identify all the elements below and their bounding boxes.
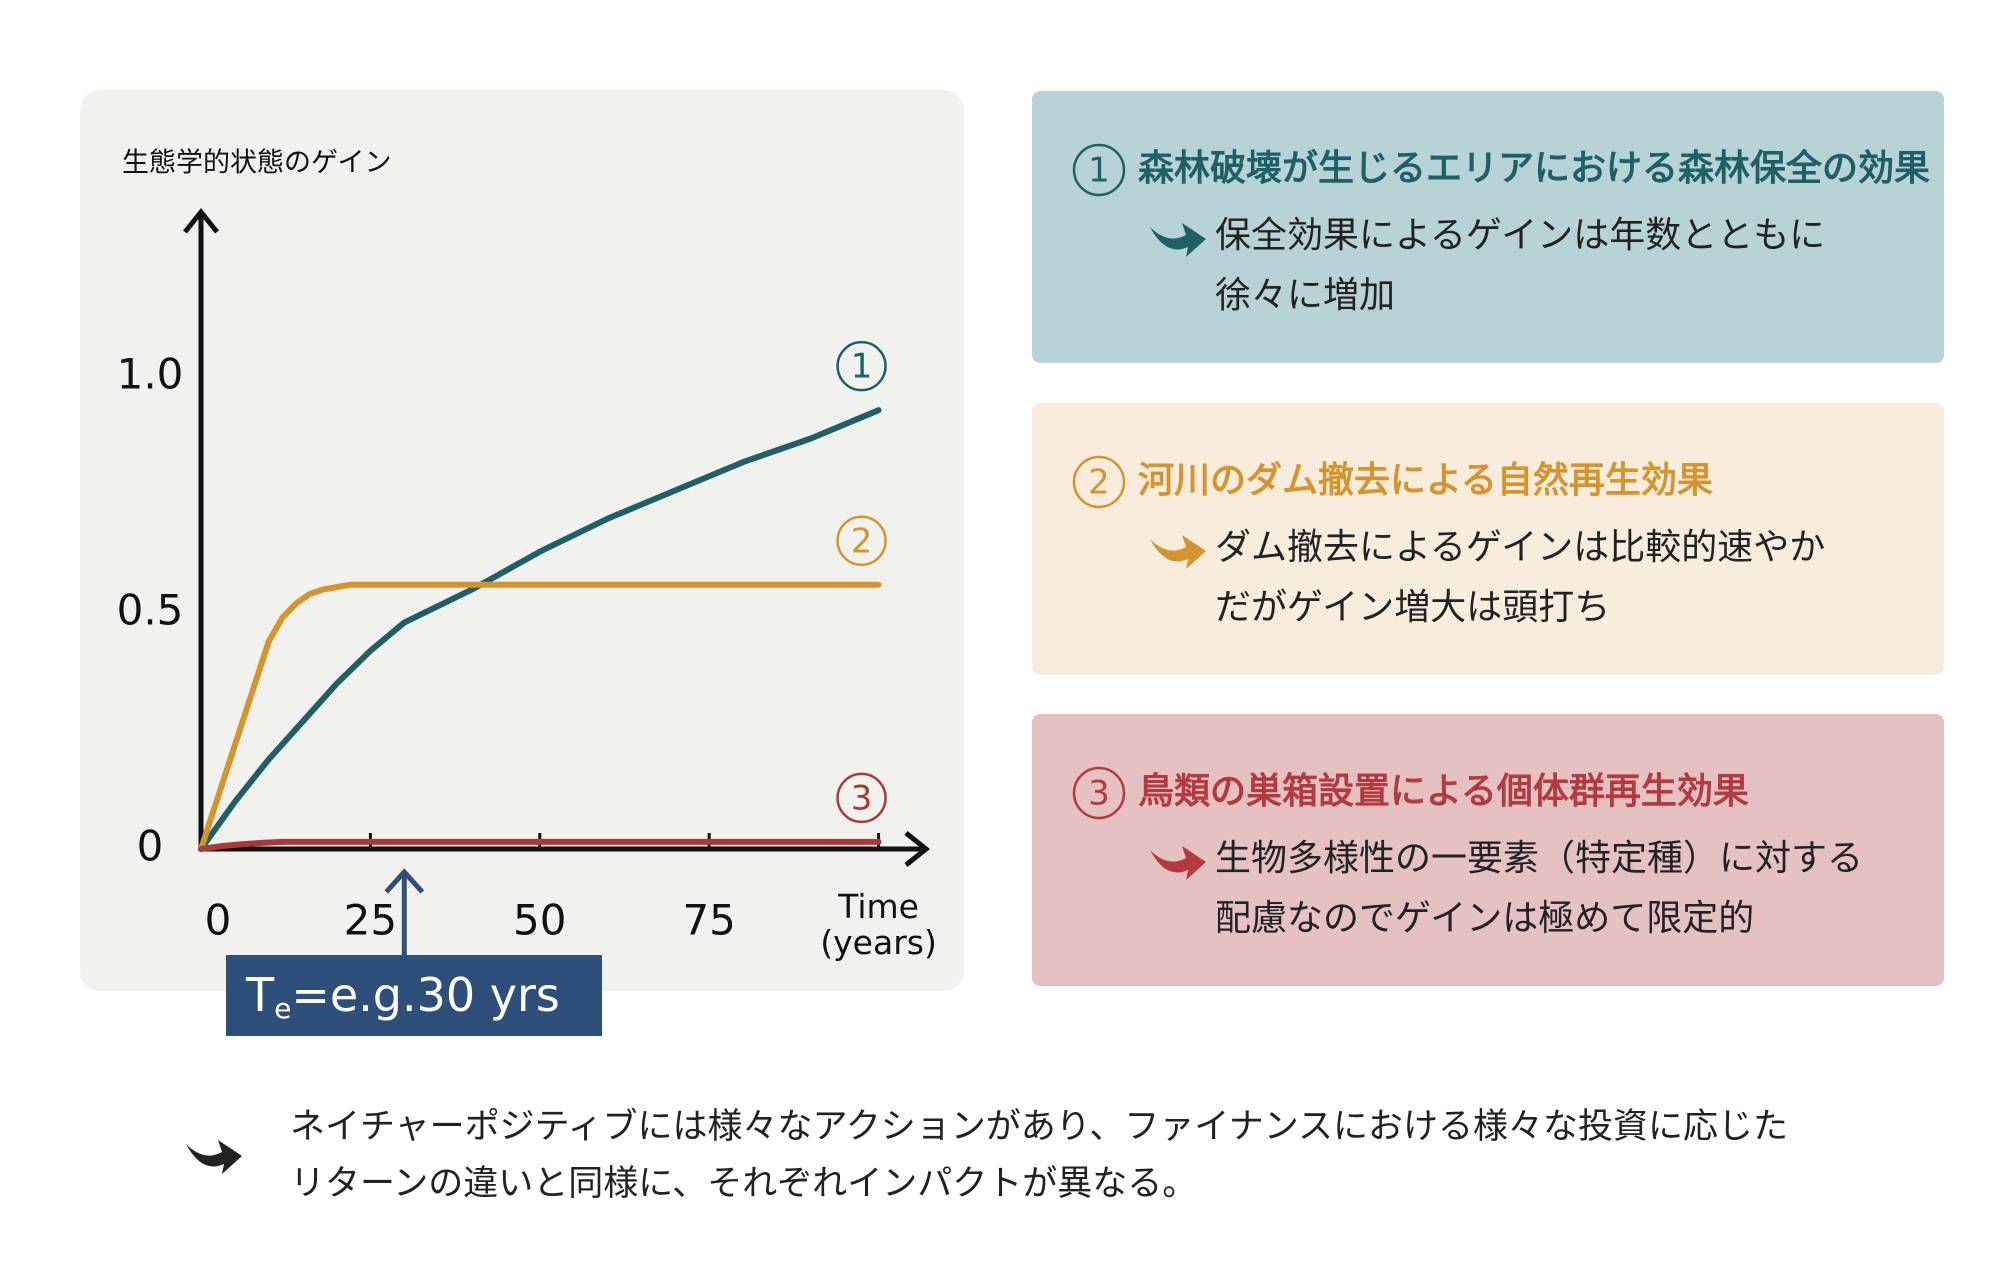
panel-text: だがゲイン増大は頭打ち bbox=[1215, 587, 1610, 628]
panel-title: 森林破壊が生じるエリアにおける森林保全の効果 bbox=[1138, 147, 1930, 189]
x-tick-label: 25 bbox=[344, 896, 397, 945]
panel-text: ダム撤去によるゲインは比較的速やか bbox=[1215, 527, 1825, 568]
panel-number: 1 bbox=[1088, 151, 1110, 191]
panel bbox=[1032, 403, 1944, 675]
panel-arrow bbox=[1150, 535, 1206, 569]
series-label: 2 bbox=[851, 521, 873, 561]
panel-number-circle bbox=[1072, 143, 1126, 197]
x-axis-title: Time (years) bbox=[820, 887, 937, 962]
footer-text: リターンの違いと同様に、それぞれインパクトが異なる。 bbox=[290, 1164, 1197, 1204]
panel-number-circle bbox=[1072, 455, 1126, 509]
y-tick-label: 1.0 bbox=[117, 350, 184, 399]
annotation-main: T bbox=[245, 968, 275, 1022]
x-tick-label: 50 bbox=[513, 896, 566, 945]
panel-title: 河川のダム撤去による自然再生効果 bbox=[1138, 459, 1713, 501]
footer-text: ネイチャーポジティブには様々なアクションがあり、ファイナンスにおける様々な投資に… bbox=[290, 1107, 1788, 1147]
x-tick-label: 75 bbox=[682, 896, 735, 945]
y-tick-label: 0.5 bbox=[117, 586, 184, 635]
panel bbox=[1032, 714, 1944, 986]
annotation-box bbox=[226, 955, 602, 1036]
panel-arrow bbox=[1150, 223, 1206, 257]
panel-number: 2 bbox=[1088, 463, 1110, 503]
y-tick-label: 0 bbox=[137, 822, 164, 871]
x-axis-arrow bbox=[904, 831, 931, 867]
annotation-sub: e bbox=[274, 992, 291, 1025]
annotation-arrow-head bbox=[384, 868, 425, 894]
line bbox=[198, 838, 882, 852]
annotation-suffix: =e.g.30 yrs bbox=[291, 968, 560, 1022]
y-axis-arrow bbox=[183, 207, 219, 234]
panel-text: 生物多様性の一要素（特定種）に対する bbox=[1215, 838, 1863, 879]
series-label-circle bbox=[836, 772, 887, 824]
series-label: 1 bbox=[851, 347, 873, 387]
panel-number-circle bbox=[1072, 766, 1126, 820]
series-label-circle bbox=[836, 340, 887, 392]
series-label: 3 bbox=[851, 778, 873, 818]
series-label-circle bbox=[836, 515, 887, 567]
panel-text: 保全効果によるゲインは年数とともに bbox=[1215, 215, 1825, 256]
chart-panel bbox=[80, 90, 964, 991]
panel-number: 3 bbox=[1088, 774, 1110, 814]
line bbox=[198, 581, 882, 852]
panel-arrow bbox=[1150, 846, 1206, 880]
panel-text: 配慮なのでゲインは極めて限定的 bbox=[1215, 898, 1754, 939]
panel bbox=[1032, 91, 1944, 363]
footer-arrow bbox=[186, 1140, 242, 1174]
x-tick-label: 0 bbox=[205, 896, 232, 945]
panel-title: 鳥類の巣箱設置による個体群再生効果 bbox=[1138, 771, 1749, 812]
panel-text: 徐々に増加 bbox=[1215, 275, 1395, 316]
annotation-text: Te=e.g.30 yrs bbox=[245, 968, 560, 1026]
y-axis-title: 生態学的状態のゲイン bbox=[122, 148, 391, 179]
line bbox=[198, 407, 882, 852]
